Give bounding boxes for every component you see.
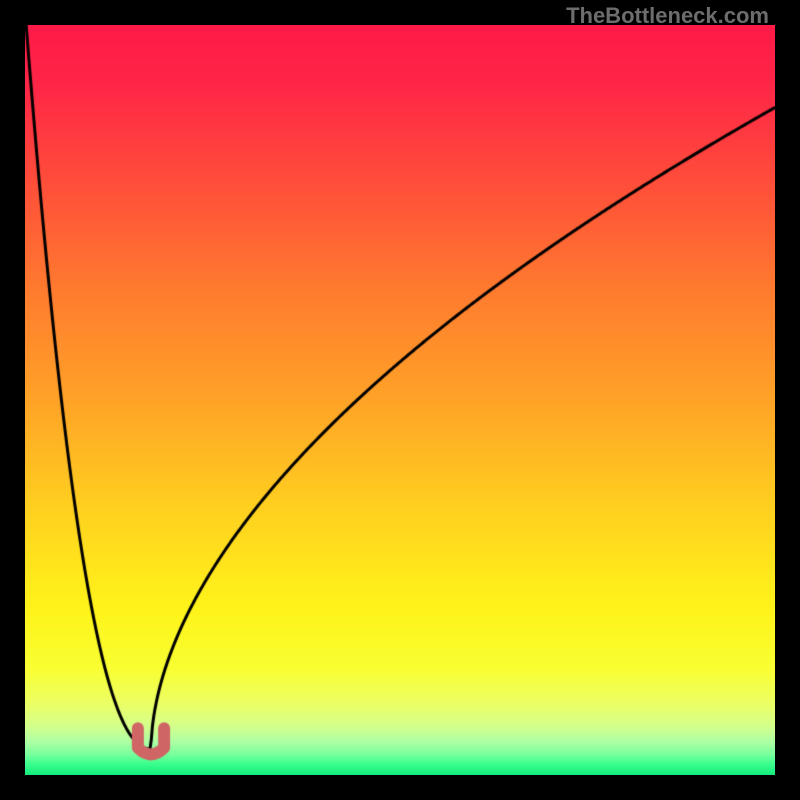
watermark-text: TheBottleneck.com <box>566 3 769 29</box>
curve-canvas <box>25 25 775 775</box>
figure-root: TheBottleneck.com <box>0 0 800 800</box>
